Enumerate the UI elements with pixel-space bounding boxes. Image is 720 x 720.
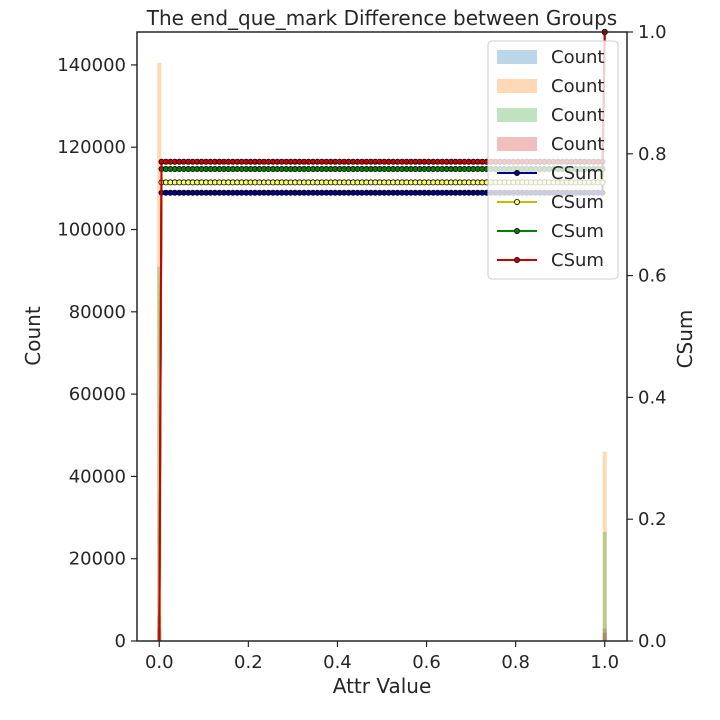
x-tick-label: 0.4 <box>323 652 352 673</box>
x-tick-label: 0.6 <box>412 652 441 673</box>
x-tick-label: 0.2 <box>234 652 263 673</box>
legend-label-count: Count <box>551 105 604 126</box>
legend-label-csum: CSum <box>551 192 604 213</box>
legend-swatch-count <box>497 79 537 93</box>
legend-label-csum: CSum <box>551 221 604 242</box>
x-axis: 0.0 0.2 0.4 0.6 0.8 1.0 <box>145 641 619 673</box>
histogram-bar-3-1 <box>602 632 607 641</box>
y-tick-label: 120000 <box>57 137 126 158</box>
y-tick-label: 40000 <box>69 466 126 487</box>
y2-axis-title: CSum <box>673 310 697 369</box>
y-axis-left: 0 20000 40000 60000 80000 100000 120000 140000 <box>57 55 137 652</box>
y-tick-label: 20000 <box>69 549 126 570</box>
legend-label-csum: CSum <box>551 163 604 184</box>
legend: Count Count Count Count CSum CSum CSum CSum <box>487 40 619 280</box>
histogram-bar-1-1 <box>602 451 607 641</box>
plot-frame <box>136 31 628 642</box>
legend-label-count: Count <box>551 134 604 155</box>
legend-label-count: Count <box>551 47 604 68</box>
y2-tick-label: 1.0 <box>638 22 667 43</box>
legend-label-count: Count <box>551 76 604 97</box>
histogram-bar-0-1 <box>602 628 607 641</box>
y2-tick-label: 0.8 <box>638 144 667 165</box>
y2-tick-label: 0.4 <box>638 387 667 408</box>
y2-tick-label: 0.0 <box>638 631 667 652</box>
legend-swatch-count <box>497 108 537 122</box>
y-tick-label: 140000 <box>57 55 126 76</box>
x-tick-label: 0.8 <box>501 652 530 673</box>
histogram-bar-1-0 <box>157 62 162 641</box>
legend-marker-csum <box>514 198 521 205</box>
legend-box <box>487 40 619 280</box>
y-axis-title: Count <box>21 306 45 366</box>
legend-marker-csum <box>514 169 521 176</box>
legend-swatch-count <box>497 50 537 64</box>
y-tick-label: 0 <box>115 631 126 652</box>
x-axis-title: Attr Value <box>333 674 432 698</box>
legend-swatch-count <box>497 137 537 151</box>
legend-marker-csum <box>514 227 521 234</box>
x-tick-label: 0.0 <box>145 652 174 673</box>
x-tick-label: 1.0 <box>590 652 619 673</box>
y2-tick-label: 0.2 <box>638 509 667 530</box>
chart-title: The end_que_mark Difference between Grou… <box>146 6 617 30</box>
y2-tick-label: 0.6 <box>638 266 667 287</box>
y-axis-right: 0.0 0.2 0.4 0.6 0.8 1.0 <box>627 22 667 652</box>
y-tick-label: 80000 <box>69 302 126 323</box>
legend-label-csum: CSum <box>551 250 604 271</box>
legend-marker-csum <box>514 256 521 263</box>
y-tick-label: 100000 <box>57 220 126 241</box>
y-tick-label: 60000 <box>69 384 126 405</box>
histogram-bar-2-1 <box>602 531 607 641</box>
